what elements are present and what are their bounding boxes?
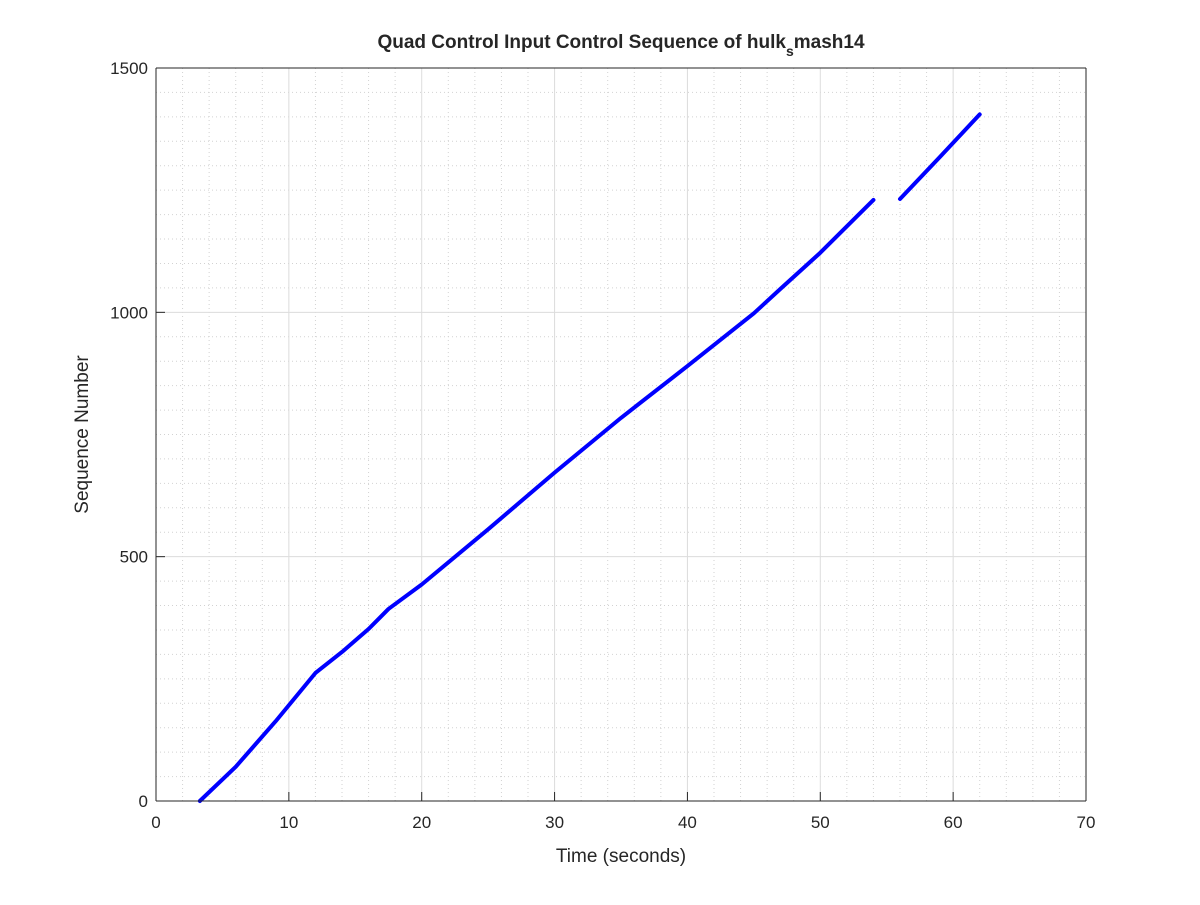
major-grid: [156, 68, 1086, 801]
chart-title: Quad Control Input Control Sequence of h…: [377, 32, 864, 59]
x-tick-label: 60: [944, 813, 963, 832]
series-0-segment-1: [898, 112, 982, 201]
x-tick-label: 40: [678, 813, 697, 832]
x-tick-label: 70: [1077, 813, 1096, 832]
y-tick-label: 1000: [110, 303, 148, 322]
x-tick-label: 30: [545, 813, 564, 832]
x-axis-label: Time (seconds): [556, 846, 686, 867]
axes: [155, 67, 1087, 802]
y-tick-label: 0: [139, 792, 148, 811]
minor-grid: [156, 68, 1086, 801]
x-tick-label: 20: [412, 813, 431, 832]
x-tick-label: 50: [811, 813, 830, 832]
series-0-segment-0: [197, 197, 876, 803]
y-axis-label: Sequence Number: [72, 355, 93, 514]
x-tick-label: 0: [151, 813, 160, 832]
y-tick-label: 1500: [110, 59, 148, 78]
chart-title-main: Quad Control Input Control Sequence of h…: [377, 32, 786, 53]
chart-title-subscript: s: [786, 43, 794, 59]
x-tick-label: 10: [279, 813, 298, 832]
tick-labels: 0 10 20 30 40 50 60 70 0 500 1000 1500: [110, 59, 1095, 832]
y-tick-label: 500: [120, 548, 148, 567]
series-layer: [197, 112, 982, 803]
chart-title-rest: mash14: [794, 32, 865, 53]
